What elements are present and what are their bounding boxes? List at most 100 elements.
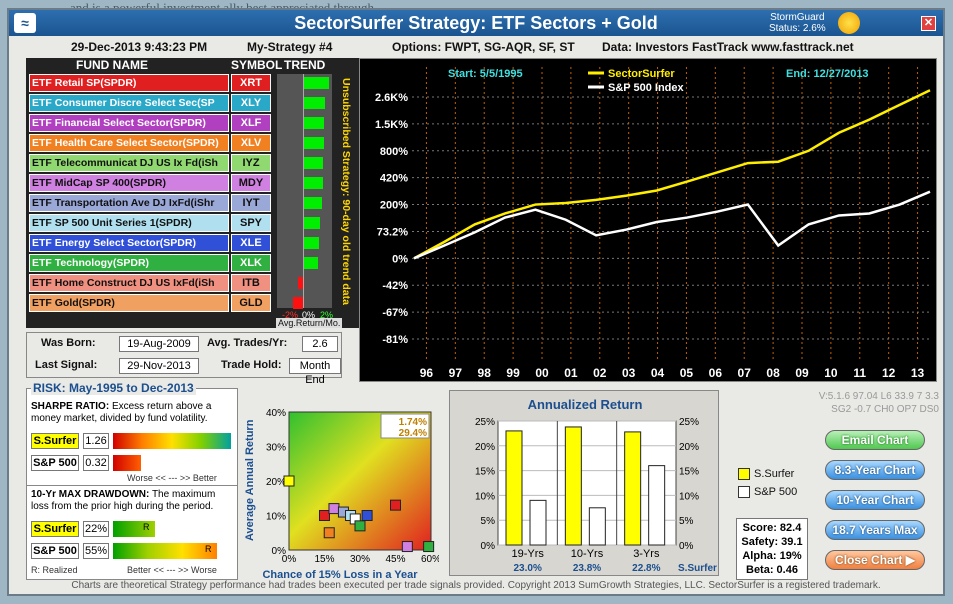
x-tick-label: 10 — [824, 366, 838, 380]
datetime: 29-Dec-2013 9:43:23 PM — [71, 40, 208, 54]
legend-sp500: S&P 500 Index — [608, 82, 684, 94]
fund-row-mdy[interactable]: ETF MidCap SP 400(SPDR) — [29, 174, 229, 192]
scatter-legend-box — [380, 413, 430, 439]
max-years-chart-button[interactable]: 18.7 Years Max — [825, 520, 925, 540]
sharpe-description: SHARPE RATIO: Excess return above a mone… — [31, 401, 235, 425]
trade-hold-value: Month End — [289, 358, 341, 386]
trend-bar-iyt — [304, 197, 323, 209]
scatter-point — [354, 520, 366, 532]
unsubscribed-note: Unsubscribed Strategy: 90-day old trend … — [340, 78, 352, 305]
bar-y-tick-right: 20% — [679, 442, 699, 453]
performance-chart: 96 97 98 99 00 01 02 03 04 05 06 07 08 09 10 11 12 13 2.6K… — [359, 58, 937, 382]
y-tick-label: 1.5K% — [375, 119, 408, 131]
y-tick-label: 73.2% — [377, 226, 408, 238]
born-label: Was Born: — [41, 337, 96, 349]
x-tick-label: 08 — [766, 366, 780, 380]
bar-surfer-value: 23.0% — [513, 563, 541, 574]
fund-row-itb[interactable]: ETF Home Construct DJ US IxFd(iSh — [29, 274, 229, 292]
fund-panel: FUND NAME SYMBOL TREND ETF Retail SP(SPD… — [26, 58, 360, 328]
x-tick-label: 06 — [709, 366, 723, 380]
bar-y-tick-right: 25% — [679, 417, 699, 428]
trend-header: TREND — [284, 58, 326, 72]
series-line-sectorsurfer — [413, 89, 931, 260]
scatter-xlabel: Chance of 15% Loss in a Year — [262, 569, 418, 580]
scatter-svg: 40% 30% 20% 10% 0%0% 15% 30% 45% 60% Average Annu… — [244, 408, 441, 581]
fund-row-xly[interactable]: ETF Consumer Discre Select Sec(SP — [29, 94, 229, 112]
risk-title: RISK: May-1995 to Dec-2013 — [31, 381, 196, 395]
x-tick-label: 09 — [795, 366, 809, 380]
drawdown-description: 10-Yr MAX DRAWDOWN: The maximum loss fro… — [31, 489, 235, 513]
fund-row-xlv[interactable]: ETF Health Care Select Sector(SPDR) — [29, 134, 229, 152]
scatter-x-tick: 45% — [385, 554, 405, 565]
scatter-point — [283, 475, 295, 487]
trade-hold-label: Trade Hold: — [221, 359, 282, 371]
close-chart-button[interactable]: Close Chart ▶ — [825, 550, 925, 570]
fund-symbol-xlf: XLF — [231, 114, 271, 132]
sharpe-worse-better: Worse << --- >> Better — [127, 473, 217, 483]
scatter-x-tick: 0% — [282, 554, 297, 565]
drawdown-title: 10-Yr MAX DRAWDOWN: — [31, 489, 150, 500]
bar-y-tick-right: 0% — [679, 541, 694, 552]
x-tick-label: 05 — [680, 366, 694, 380]
risk-return-scatter: 40% 30% 20% 10% 0%0% 15% 30% 45% 60% Average Annu… — [239, 388, 441, 581]
trades-value: 2.6 — [302, 336, 338, 352]
bar-y-tick-left: 10% — [475, 491, 495, 502]
sectorsurfer-logo-icon: ≈ — [14, 13, 36, 33]
trend-bar-xrt — [304, 77, 329, 89]
scatter-ylabel: Average Annual Return — [244, 419, 256, 541]
annualized-title: Annualized Return — [528, 397, 643, 412]
scatter-x-tick: 30% — [350, 554, 370, 565]
bar-y-tick-left: 5% — [481, 516, 496, 527]
fund-row-iyz[interactable]: ETF Telecommunicat DJ US Ix Fd(iSh — [29, 154, 229, 172]
annualized-return-panel: Annualized Return 25% 25% 20% 20% 15% 15% 10% 10… — [449, 390, 719, 576]
strategy-window: ≈ SectorSurfer Strategy: ETF Sectors + G… — [7, 8, 945, 596]
fund-row-gld[interactable]: ETF Gold(SPDR) — [29, 294, 229, 312]
scatter-y-tick: 10% — [266, 512, 286, 523]
bar-surfer — [624, 431, 642, 546]
beta: Beta: 0.46 — [746, 564, 798, 576]
bar-y-tick-left: 25% — [475, 417, 495, 428]
scatter-point — [323, 527, 335, 539]
scatter-legend-2: 29.4% — [399, 428, 427, 439]
version-line-2: SG2 -0.7 CH0 OP7 DS0 — [831, 404, 939, 415]
end-label: End: 12/27/2013 — [786, 68, 869, 80]
series-line-sp500 — [413, 190, 931, 260]
fund-row-xlk[interactable]: ETF Technology(SPDR) — [29, 254, 229, 272]
fund-row-iyt[interactable]: ETF Transportation Ave DJ IxFd(iShr — [29, 194, 229, 212]
bar-group-label: 10-Yrs — [571, 548, 604, 560]
scatter-point — [361, 510, 373, 521]
10-year-chart-button[interactable]: 10-Year Chart — [825, 490, 925, 510]
trend-bar-iyz — [304, 157, 324, 169]
legend-sp-label: S&P 500 — [754, 486, 798, 498]
safety: Safety: 39.1 — [741, 536, 803, 548]
fund-row-xrt[interactable]: ETF Retail SP(SPDR) — [29, 74, 229, 92]
trend-bar-spy — [304, 217, 320, 229]
fund-symbol-itb: ITB — [231, 274, 271, 292]
drawdown-better-worse: Better << --- >> Worse — [127, 565, 217, 575]
drawdown-scale-surfer: R — [113, 521, 155, 537]
fund-row-spy[interactable]: ETF SP 500 Unit Series 1(SPDR) — [29, 214, 229, 232]
window-title: SectorSurfer Strategy: ETF Sectors + Gol… — [294, 13, 658, 33]
trades-label: Avg. Trades/Yr: — [207, 337, 288, 349]
footer-disclaimer: Charts are theoretical Strategy performa… — [71, 580, 881, 591]
bar-surfer-value: 23.8% — [573, 563, 601, 574]
trend-axis-right: 2% — [320, 310, 334, 320]
fund-row-xlf[interactable]: ETF Financial Select Sector(SPDR) — [29, 114, 229, 132]
bar-surfer — [564, 426, 582, 546]
strategy-name: My-Strategy #4 — [247, 40, 333, 54]
bar-sp500 — [648, 465, 666, 546]
legend-sp-swatch — [738, 486, 750, 498]
fund-row-xle[interactable]: ETF Energy Select Sector(SPDR) — [29, 234, 229, 252]
close-icon[interactable]: ✕ — [921, 16, 936, 31]
drawdown-surfer-label: S.Surfer — [31, 521, 79, 537]
8-year-chart-button[interactable]: 8.3-Year Chart — [825, 460, 925, 480]
drawdown-sp-label: S&P 500 — [31, 543, 79, 559]
legend-surfer-swatch — [738, 468, 750, 480]
trend-axis-mid: 0% — [302, 310, 316, 320]
info-bar: 29-Dec-2013 9:43:23 PM My-Strategy #4 Op… — [9, 40, 943, 56]
trend-axis-left: -2% — [282, 310, 299, 320]
performance-chart-svg: 96 97 98 99 00 01 02 03 04 05 06 07 08 09 10 11 12 13 2.6K… — [375, 67, 932, 380]
scatter-legend-1: 1.74% — [399, 417, 427, 428]
risk-panel: RISK: May-1995 to Dec-2013 SHARPE RATIO:… — [26, 381, 238, 580]
email-chart-button[interactable]: Email Chart — [825, 430, 925, 450]
